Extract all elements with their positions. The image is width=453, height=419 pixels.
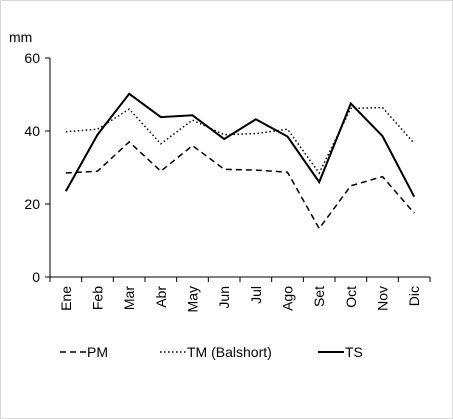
legend-label: PM [87,344,108,360]
x-tick-label: Set [311,286,327,307]
y-tick-label: 20 [24,196,40,212]
y-tick-label: 0 [32,269,40,285]
x-tick-label: Oct [343,286,359,308]
x-tick-label: Jul [248,286,264,304]
y-tick-label: 60 [24,50,40,66]
x-tick-label: Ago [280,286,296,311]
legend-label: TM (Balshort) [187,344,272,360]
y-tick-label: 40 [24,123,40,139]
legend-label: TS [345,344,363,360]
series-line [65,140,415,230]
axes: 0 20 40 60 Ene Feb Mar Abr May Jun Jul Ago Set Oct Nov… [24,50,431,312]
x-tick-label: Jun [216,286,232,309]
x-tick-label: Dic [406,286,422,306]
series-layer [64,92,416,230]
x-tick-label: Nov [375,286,391,311]
x-tick-label: May [185,286,201,312]
x-tick-label: Ene [58,286,74,311]
y-axis-label: mm [9,29,32,45]
x-tick-label: Abr [153,286,169,308]
series-line [64,92,416,198]
series-line [65,106,415,175]
x-tick-label: Mar [121,286,137,310]
legend: PM TM (Balshort) TS [60,344,363,360]
x-tick-label: Feb [90,286,106,310]
